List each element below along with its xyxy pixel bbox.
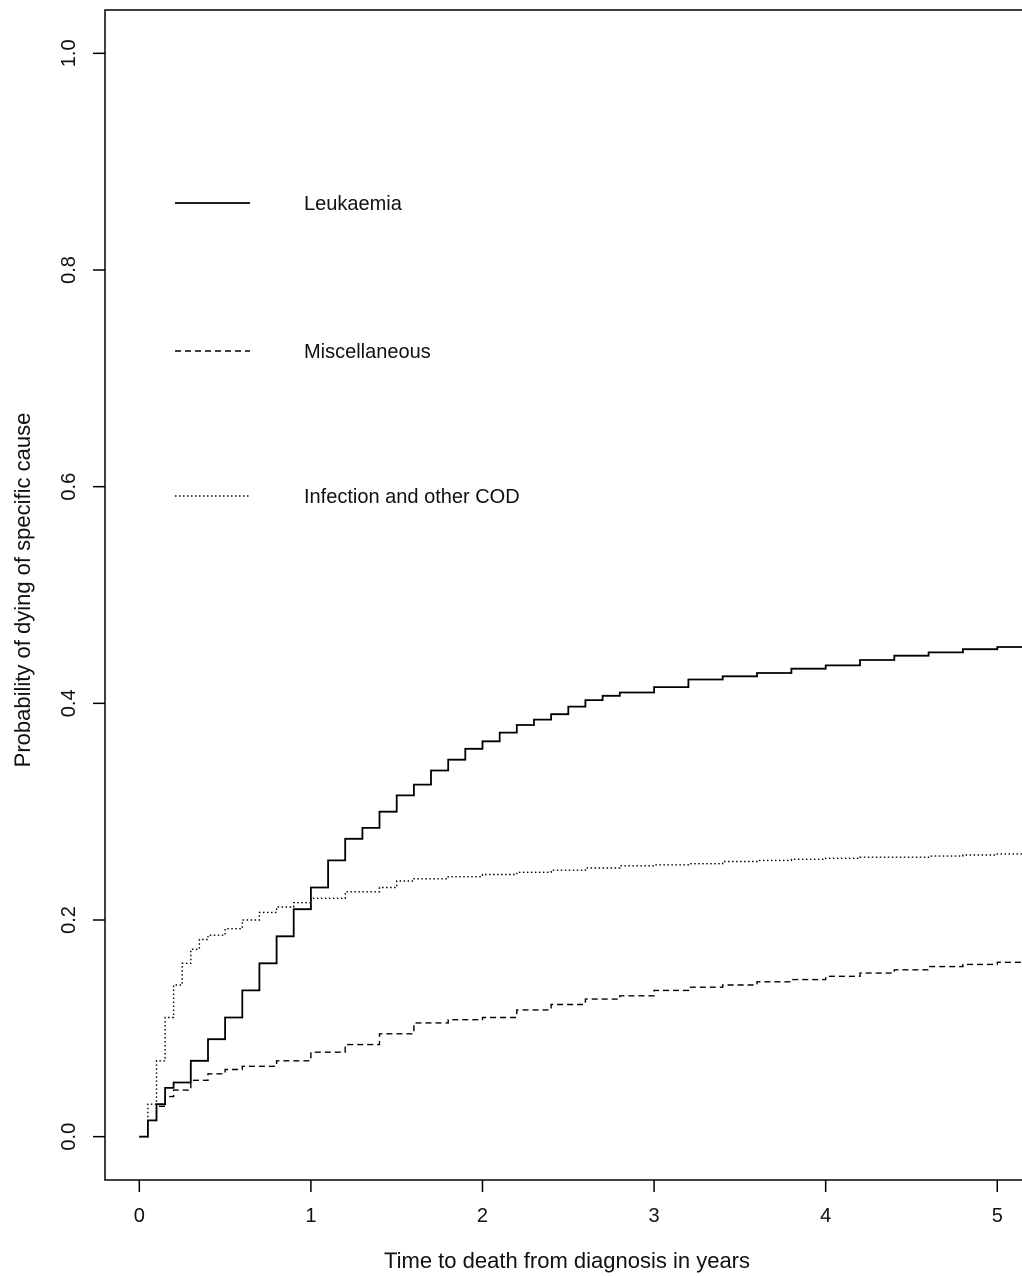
x-tick-label: 5 — [992, 1205, 1003, 1227]
x-tick-label: 4 — [820, 1205, 831, 1227]
legend-label: Infection and other COD — [304, 486, 520, 508]
y-tick-label: 0.0 — [58, 1123, 80, 1151]
series-line-leukaemia — [139, 646, 1022, 1138]
y-tick-label: 0.6 — [58, 473, 80, 501]
x-axis-title: Time to death from diagnosis in years — [384, 1248, 750, 1273]
plot-frame — [104, 9, 1022, 1181]
x-tick-label: 0 — [134, 1205, 145, 1227]
series-layer — [139, 646, 1022, 1138]
y-axis-title: Probability of dying of specific cause — [10, 413, 35, 768]
x-tick-label: 3 — [649, 1205, 660, 1227]
y-tick-label: 0.4 — [58, 689, 80, 717]
x-tick-label: 1 — [305, 1205, 316, 1227]
x-tick-label: 2 — [477, 1205, 488, 1227]
legend: Leukaemia Miscellaneous Infection and othe… — [175, 193, 520, 508]
y-tick-label: 1.0 — [58, 39, 80, 67]
y-tick-label: 0.8 — [58, 256, 80, 284]
legend-label: Leukaemia — [304, 193, 403, 215]
legend-label: Miscellaneous — [304, 341, 431, 363]
x-axis: 0 1 2 3 4 5 — [134, 1180, 1003, 1227]
y-axis: 0.0 0.2 0.4 0.6 0.8 1.0 — [58, 39, 105, 1151]
y-tick-label: 0.2 — [58, 906, 80, 934]
series-line-miscellaneous — [139, 961, 1022, 1138]
series-line-infection-and-other-cod — [139, 853, 1022, 1138]
